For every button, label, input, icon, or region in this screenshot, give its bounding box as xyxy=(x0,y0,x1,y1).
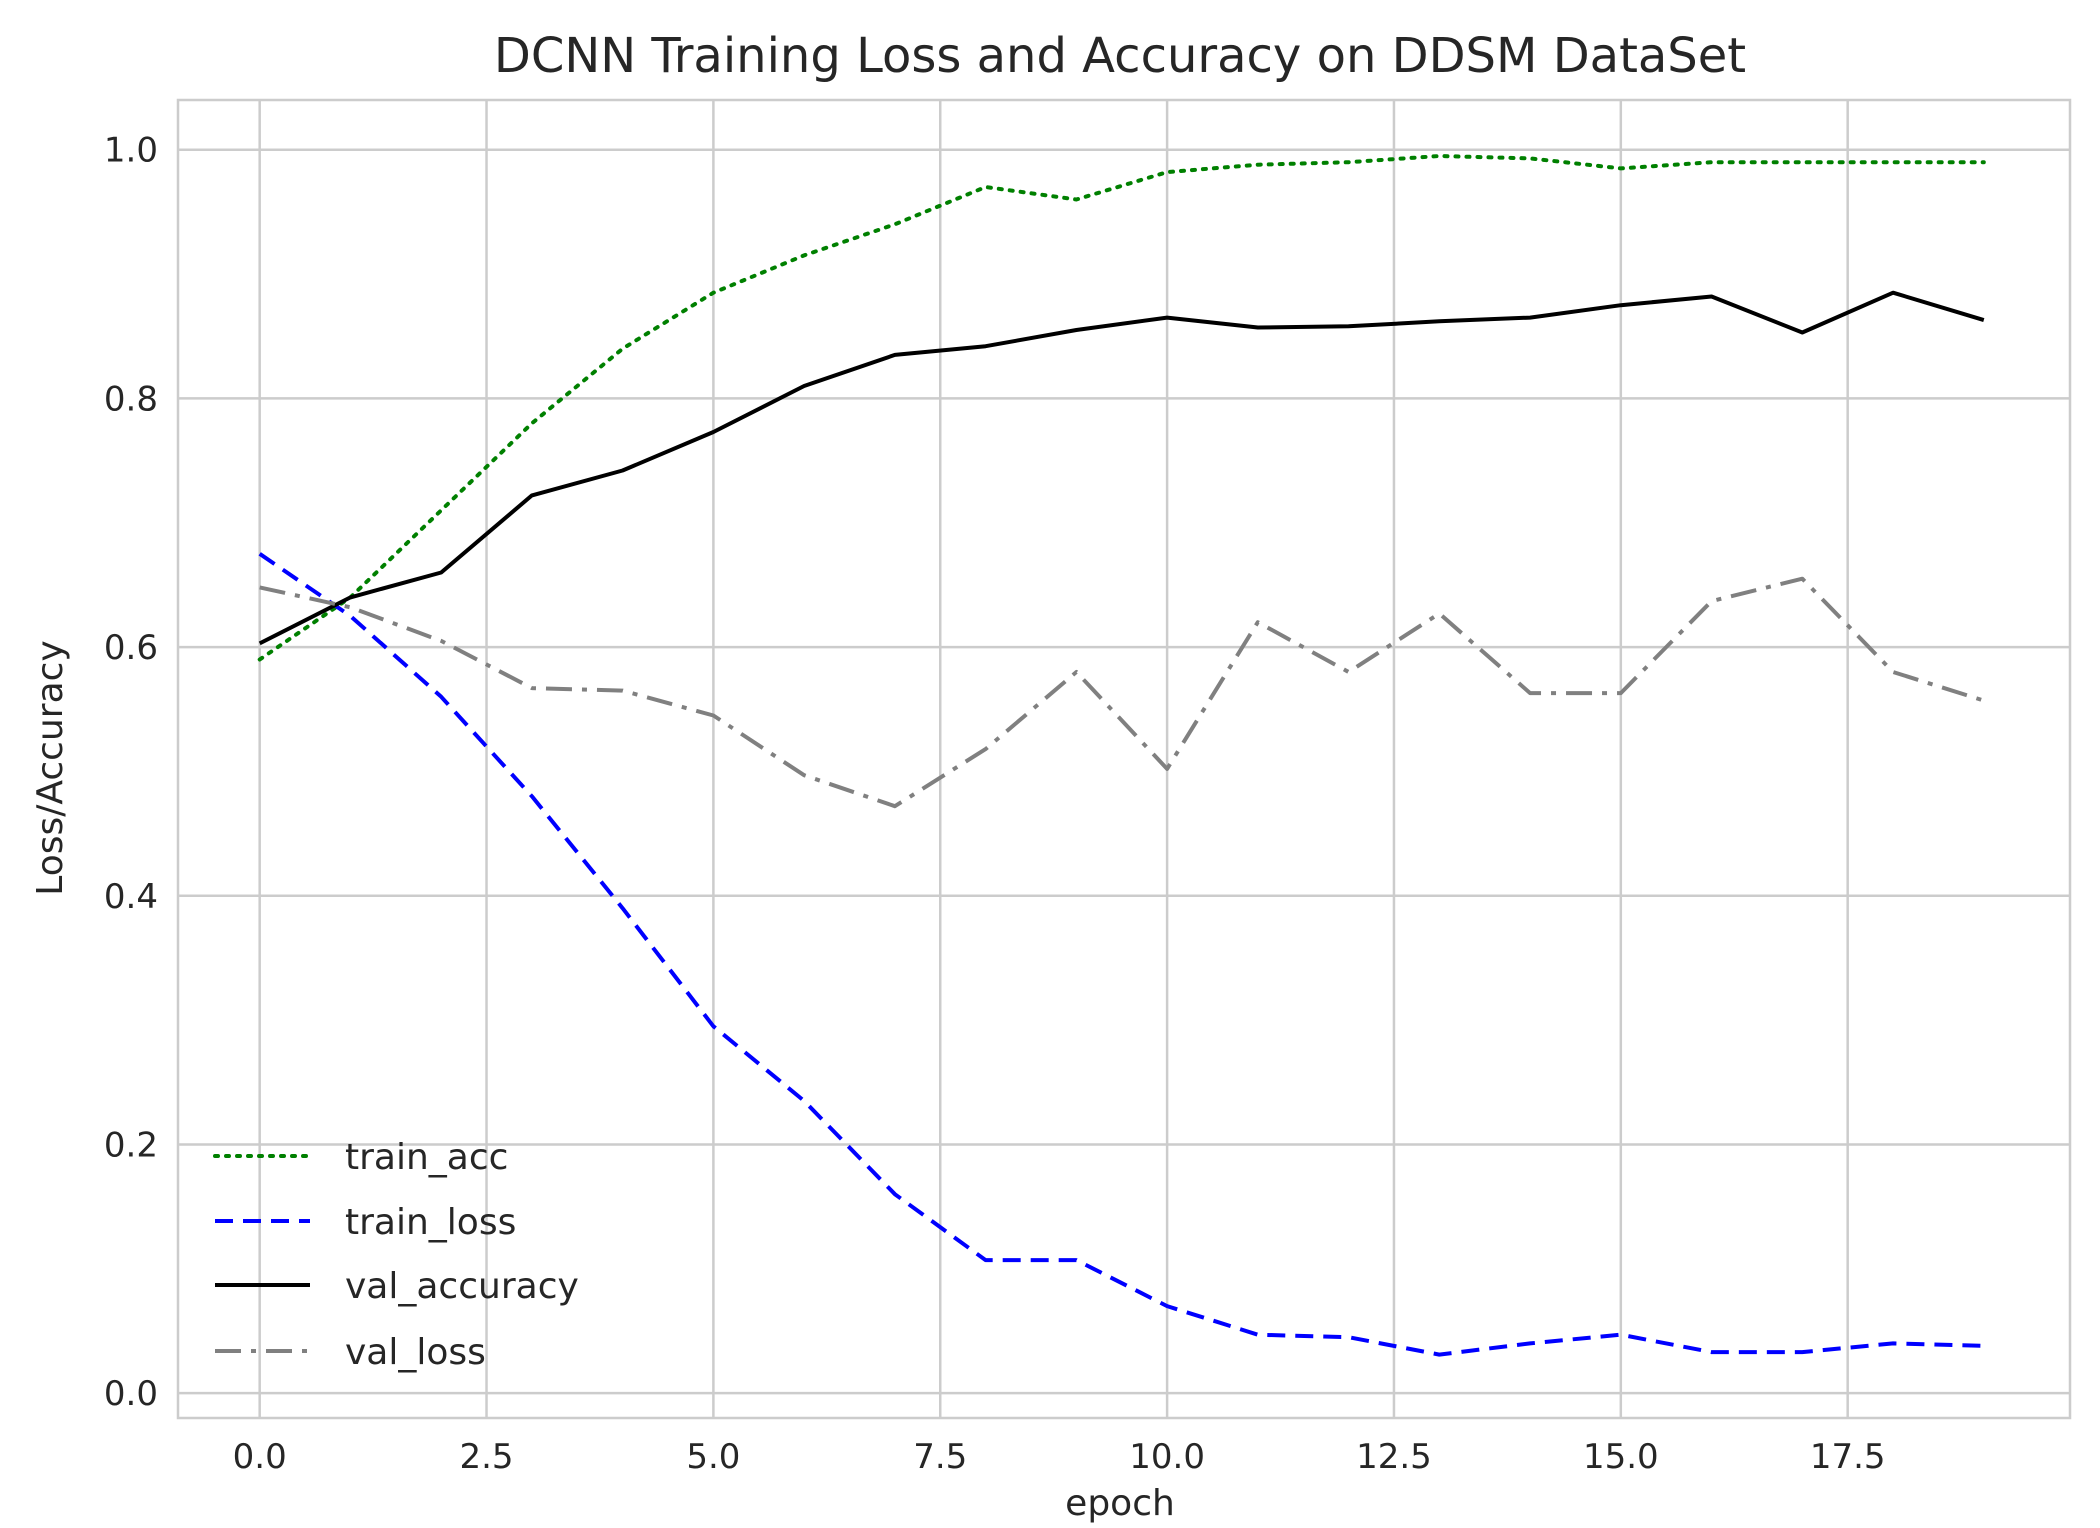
x-tick-label: 0.0 xyxy=(233,1437,287,1477)
legend: train_acc train_loss val_accuracy val_loss xyxy=(213,1137,579,1373)
y-tick-label: 0.8 xyxy=(104,379,158,419)
plot-frame xyxy=(176,98,2072,1420)
legend-label: val_accuracy xyxy=(345,1266,579,1307)
y-tick-label: 0.6 xyxy=(104,628,158,668)
x-tick-label: 10.0 xyxy=(1129,1437,1205,1477)
y-tick-label: 1.0 xyxy=(104,131,158,171)
x-tick-label: 7.5 xyxy=(913,1437,967,1477)
x-tick-label: 17.5 xyxy=(1810,1437,1886,1477)
x-tick-label: 15.0 xyxy=(1583,1437,1659,1477)
plot-area xyxy=(176,98,2072,1420)
x-axis-label: epoch xyxy=(1065,1483,1175,1524)
y-tick-label: 0.4 xyxy=(104,877,158,917)
series-line-val-loss xyxy=(259,576,1985,809)
chart-title: DCNN Training Loss and Accuracy on DDSM … xyxy=(494,28,1746,84)
y-axis-ticks: 0.0 0.2 0.4 0.6 0.8 1.0 xyxy=(104,131,158,1414)
y-tick-label: 0.2 xyxy=(104,1125,158,1165)
series-line-val-accuracy xyxy=(258,290,1985,646)
x-tick-label: 12.5 xyxy=(1356,1437,1432,1477)
series-line-train-loss xyxy=(258,552,1984,1357)
x-axis-ticks: 0.0 2.5 5.0 7.5 10.0 12.5 15.0 17.5 xyxy=(233,1437,1886,1477)
series-line-train-acc xyxy=(257,154,1986,662)
y-axis-label: Loss/Accuracy xyxy=(30,640,71,895)
legend-label: train_loss xyxy=(345,1202,516,1243)
grid xyxy=(178,100,2070,1418)
series-layer xyxy=(257,154,1986,1357)
x-tick-label: 2.5 xyxy=(459,1437,513,1477)
y-tick-label: 0.0 xyxy=(104,1374,158,1414)
legend-label: train_acc xyxy=(345,1137,508,1178)
x-tick-label: 5.0 xyxy=(686,1437,740,1477)
legend-label: val_loss xyxy=(345,1332,486,1373)
plot-background xyxy=(178,100,2070,1418)
